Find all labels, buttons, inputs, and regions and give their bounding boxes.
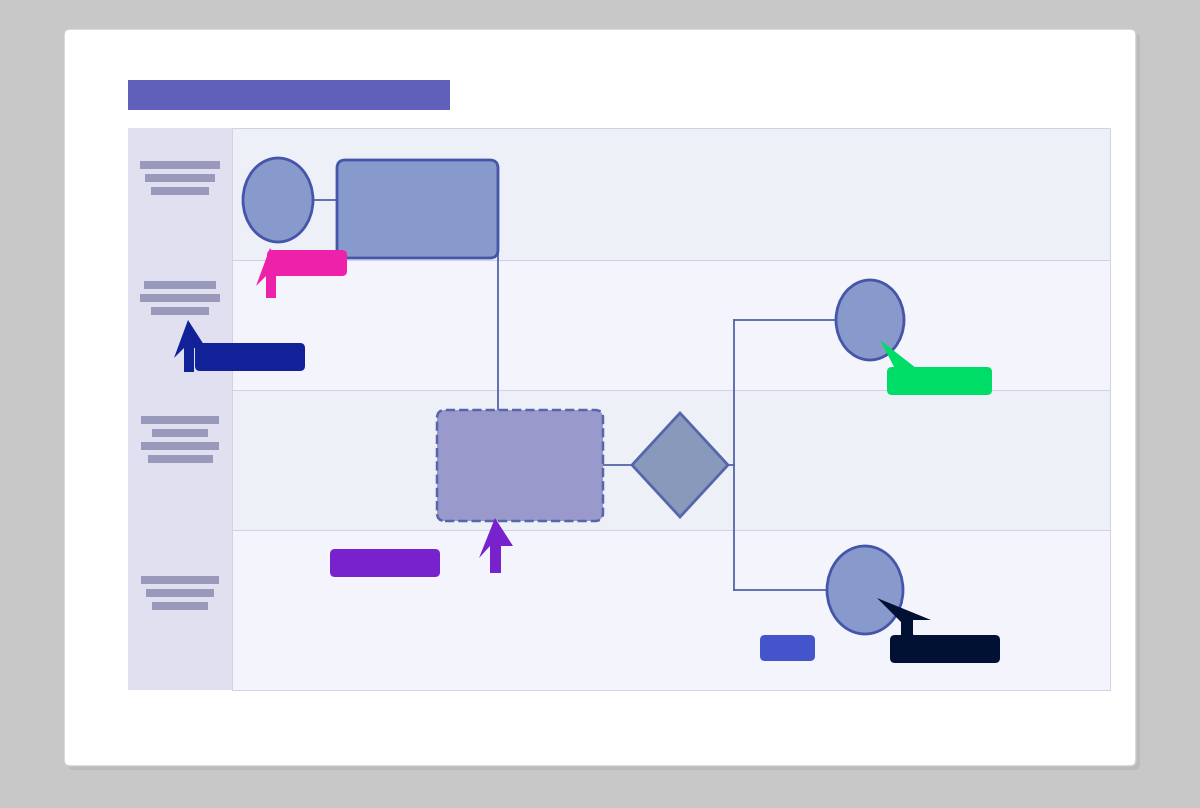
- Bar: [128, 128, 232, 690]
- FancyBboxPatch shape: [194, 343, 305, 371]
- Ellipse shape: [827, 546, 904, 634]
- Bar: [232, 128, 1110, 260]
- Bar: [232, 530, 1110, 690]
- Polygon shape: [880, 340, 916, 392]
- FancyBboxPatch shape: [266, 250, 347, 276]
- Bar: [128, 80, 450, 110]
- Bar: [232, 260, 1110, 390]
- Bar: [151, 187, 209, 195]
- Polygon shape: [256, 248, 288, 298]
- FancyBboxPatch shape: [760, 635, 815, 661]
- Bar: [232, 390, 1110, 530]
- Bar: [145, 174, 215, 182]
- Bar: [152, 429, 208, 437]
- FancyBboxPatch shape: [330, 549, 440, 577]
- Bar: [146, 589, 214, 597]
- Bar: [148, 455, 212, 463]
- Bar: [142, 442, 220, 450]
- FancyBboxPatch shape: [64, 29, 1136, 766]
- Polygon shape: [479, 518, 514, 573]
- FancyBboxPatch shape: [337, 160, 498, 258]
- Ellipse shape: [242, 158, 313, 242]
- FancyBboxPatch shape: [68, 33, 1140, 770]
- Bar: [140, 161, 220, 169]
- FancyBboxPatch shape: [437, 410, 604, 521]
- Bar: [144, 281, 216, 289]
- Bar: [140, 294, 220, 302]
- Bar: [151, 307, 209, 315]
- FancyBboxPatch shape: [890, 635, 1000, 663]
- Bar: [152, 602, 208, 610]
- Bar: [142, 416, 220, 424]
- Bar: [142, 576, 220, 584]
- Polygon shape: [174, 320, 206, 372]
- Ellipse shape: [836, 280, 904, 360]
- Polygon shape: [632, 413, 728, 517]
- Polygon shape: [877, 598, 931, 648]
- FancyBboxPatch shape: [887, 367, 992, 395]
